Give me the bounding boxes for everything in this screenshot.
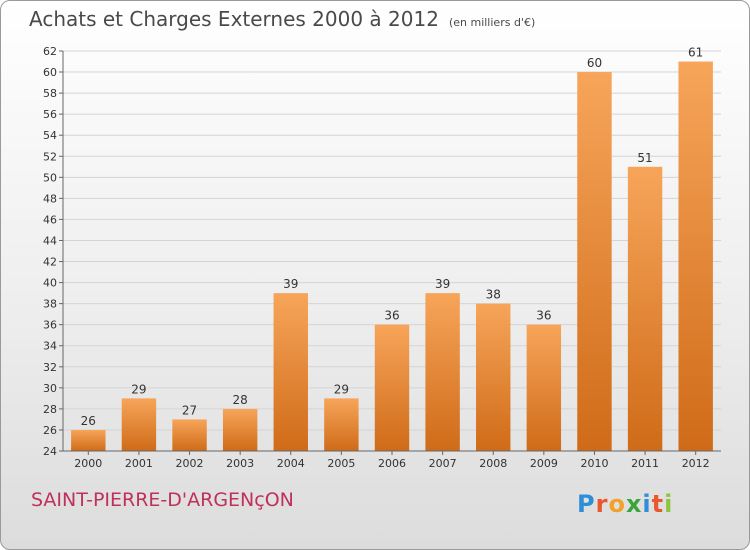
chart-title: Achats et Charges Externes 2000 à 2012 (e… [29,7,535,31]
data-label: 38 [486,288,501,302]
y-tick-label: 26 [43,424,57,437]
bar[interactable] [526,324,562,451]
bar[interactable] [577,72,612,451]
y-tick-label: 38 [43,298,57,311]
x-tick-label: 2012 [682,457,710,470]
x-tick-label: 2007 [429,457,457,470]
bar[interactable] [121,398,157,451]
data-label: 27 [182,403,197,417]
x-tick-label: 2004 [277,457,305,470]
commune-name: SAINT-PIERRE-D'ARGENçON [31,489,294,511]
bar[interactable] [476,303,511,451]
y-tick-label: 30 [43,382,57,395]
data-label: 36 [536,309,551,323]
data-label: 51 [637,151,652,165]
bar[interactable] [172,419,207,451]
y-tick-label: 52 [43,150,57,163]
bar[interactable] [273,293,308,451]
x-tick-label: 2001 [125,457,153,470]
data-label: 36 [384,309,399,323]
data-label: 39 [283,277,298,291]
logo-letter: i [664,490,674,518]
x-tick-label: 2011 [631,457,659,470]
x-tick-label: 2006 [378,457,406,470]
proxiti-logo[interactable]: Proxiti [577,490,673,518]
y-tick-label: 62 [43,45,57,58]
logo-letter: r [595,490,609,518]
y-tick-label: 40 [43,277,57,290]
y-tick-label: 60 [43,66,57,79]
x-tick-label: 2003 [226,457,254,470]
y-tick-label: 50 [43,171,57,184]
data-label: 26 [81,414,96,428]
x-tick-label: 2002 [176,457,204,470]
y-tick-label: 58 [43,87,57,100]
data-labels: 26 29 27 28 39 29 36 39 38 36 60 51 61 [81,46,704,428]
x-tick-label: 2010 [580,457,608,470]
y-tick-label: 48 [43,192,57,205]
y-axis: 24 26 28 30 32 34 36 38 40 42 44 46 48 50 52 54 56 58 60 62 [43,45,64,458]
bar[interactable] [324,398,359,451]
y-tick-label: 42 [43,256,57,269]
x-tick-label: 2009 [530,457,558,470]
data-label: 28 [233,393,248,407]
data-label: 61 [688,46,703,60]
chart-title-text: Achats et Charges Externes 2000 à 2012 [29,7,439,31]
logo-letter: o [608,490,626,518]
chart-subtitle: (en milliers d'€) [448,16,536,29]
logo-letter: P [577,490,596,518]
logo-letter: t [651,490,665,518]
data-label: 60 [587,56,602,70]
bar[interactable] [222,408,258,451]
x-axis: 2000 2001 2002 2003 2004 2005 2006 2007 2008 2009… [63,450,721,470]
y-tick-label: 54 [43,129,57,142]
bar[interactable] [374,324,410,451]
data-label: 39 [435,277,450,291]
logo-letter: i [642,490,652,518]
bar[interactable] [71,429,106,451]
y-tick-label: 44 [43,234,57,247]
y-tick-label: 24 [43,445,57,458]
x-tick-label: 2005 [327,457,355,470]
bar[interactable] [678,61,713,452]
x-tick-label: 2008 [479,457,507,470]
data-label: 29 [334,382,349,396]
y-tick-label: 36 [43,319,57,332]
y-tick-label: 28 [43,403,57,416]
bars [71,61,713,452]
y-tick-label: 46 [43,213,57,226]
data-label: 29 [131,382,146,396]
bar[interactable] [425,293,460,451]
logo-letter: x [625,490,643,518]
x-tick-label: 2000 [74,457,102,470]
y-tick-label: 32 [43,361,57,374]
y-tick-label: 34 [43,340,57,353]
y-tick-label: 56 [43,108,57,121]
bar[interactable] [627,166,663,451]
